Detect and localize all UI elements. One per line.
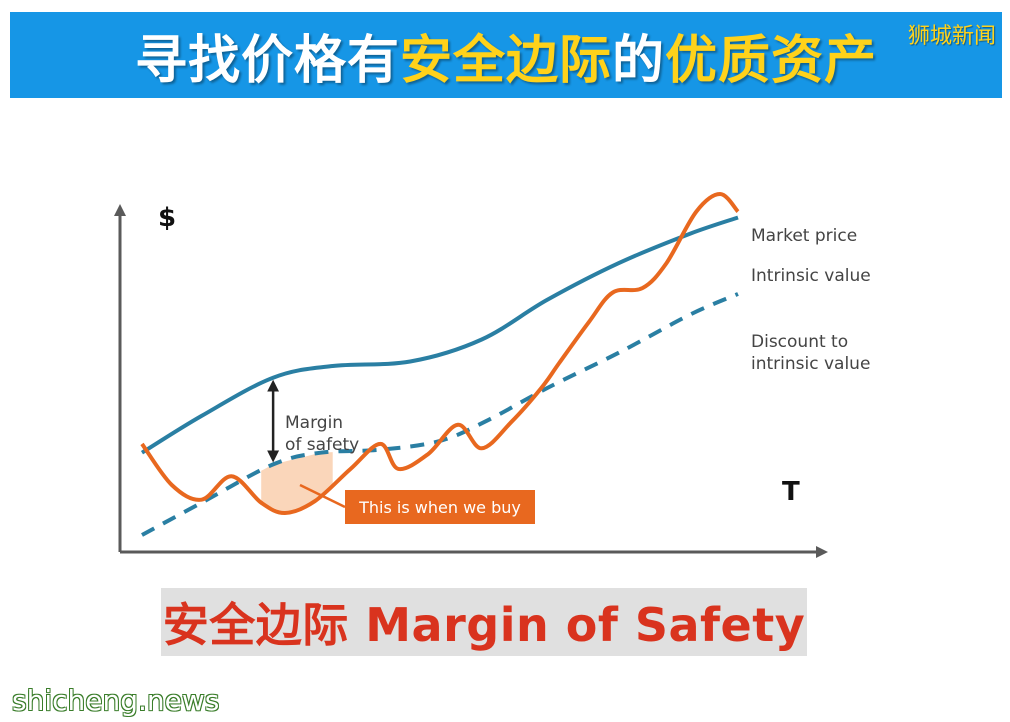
legend-discount-to-intrinsic-value: Discount to intrinsic value bbox=[751, 332, 870, 374]
top-watermark: 狮城新闻 bbox=[907, 24, 996, 49]
x-axis-label: T bbox=[782, 477, 800, 507]
buy-callout-pointer bbox=[299, 483, 346, 509]
legend-intrinsic-value: Intrinsic value bbox=[751, 266, 871, 286]
title-part-3: 优质资产 bbox=[665, 30, 878, 91]
caption-box: 安全边际 Margin of Safety bbox=[161, 588, 807, 656]
title-part-2: 的 bbox=[612, 30, 666, 91]
y-axis-label: $ bbox=[158, 203, 176, 233]
banner-title: 寻找价格有 安全边际的优质资产 bbox=[10, 12, 1002, 98]
site-watermark: shicheng.news bbox=[12, 684, 220, 717]
series-line-intrinsic-value bbox=[140, 215, 739, 455]
series-line-market-price bbox=[140, 191, 740, 516]
margin-of-safety-label: Margin of safety bbox=[285, 413, 359, 455]
caption-text: 安全边际 Margin of Safety bbox=[162, 598, 806, 652]
legend-market-price: Market price bbox=[751, 226, 857, 246]
buy-callout-box bbox=[345, 490, 535, 524]
title-highlight: 安全边际 bbox=[399, 30, 612, 91]
title-part-1: 寻找价格有 bbox=[134, 30, 400, 91]
buy-callout-text: This is when we buy bbox=[358, 498, 521, 517]
buy-zone-area bbox=[261, 452, 333, 513]
title-banner: 寻找价格有 安全边际的优质资产 狮城新闻 bbox=[10, 12, 1002, 98]
